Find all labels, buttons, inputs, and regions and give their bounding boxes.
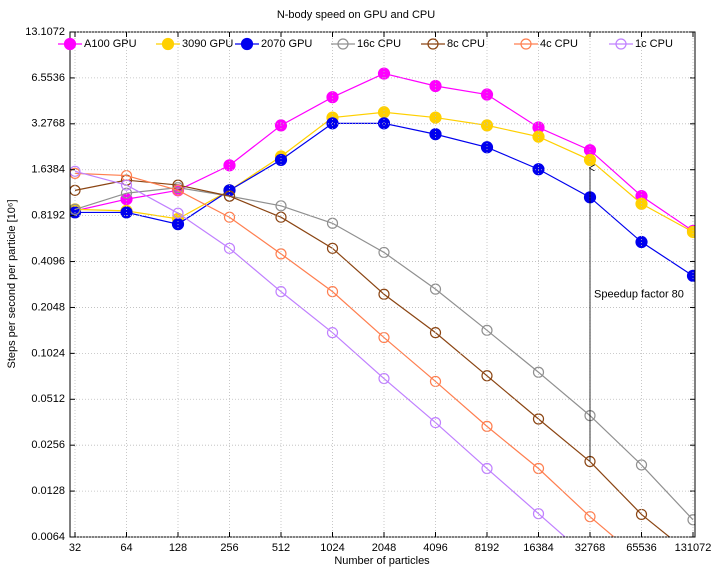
y-tick-label: 0.2048 xyxy=(31,301,65,313)
point xyxy=(326,327,339,339)
series-line xyxy=(74,111,694,233)
legend-marker xyxy=(161,37,175,51)
y-tick-label: 0.8192 xyxy=(31,210,65,222)
legend-marker xyxy=(240,37,254,51)
point xyxy=(532,163,545,176)
legend-marker xyxy=(337,38,349,50)
y-tick-label: 0.0256 xyxy=(31,439,65,451)
x-tick-label: 2048 xyxy=(372,542,396,554)
legend-label: 2070 GPU xyxy=(261,38,312,50)
point xyxy=(585,554,595,564)
point xyxy=(120,179,133,191)
chart-title: N-body speed on GPU and CPU xyxy=(277,9,435,21)
y-tick-label: 0.0128 xyxy=(31,485,65,497)
x-tick-label: 256 xyxy=(220,542,238,554)
x-tick-label: 65536 xyxy=(626,542,657,554)
x-tick-label: 32 xyxy=(69,542,81,554)
y-tick-label: 13.1072 xyxy=(25,26,65,38)
x-tick-label: 4096 xyxy=(423,542,447,554)
x-tick-label: 128 xyxy=(169,542,187,554)
point xyxy=(532,413,545,425)
point xyxy=(583,153,597,167)
y-axis-label: Steps per second per particle [10⁶] xyxy=(6,199,18,368)
y-tick-label: 6.5536 xyxy=(31,72,65,84)
point xyxy=(635,459,648,471)
x-tick-label: 512 xyxy=(272,542,290,554)
legend-label: 8c CPU xyxy=(447,38,485,50)
legend-label: 16c CPU xyxy=(357,38,401,50)
legend-marker xyxy=(63,37,77,51)
y-tick-label: 0.1024 xyxy=(31,347,65,359)
point xyxy=(70,203,81,216)
y-tick-label: 1.6384 xyxy=(31,164,65,176)
point xyxy=(429,417,442,429)
x-tick-label: 16384 xyxy=(523,542,554,554)
x-tick-label: 64 xyxy=(120,542,132,554)
point xyxy=(223,242,236,254)
legend-label: 4c CPU xyxy=(540,38,578,50)
point xyxy=(429,111,442,124)
point xyxy=(637,555,647,565)
point xyxy=(274,153,288,167)
x-tick-label: 8192 xyxy=(475,542,499,554)
y-tick-label: 0.0512 xyxy=(31,393,65,405)
point xyxy=(686,225,695,239)
point xyxy=(326,242,339,254)
legend-marker xyxy=(520,38,532,50)
y-tick-label: 3.2768 xyxy=(31,118,65,130)
x-tick-label: 1024 xyxy=(320,542,344,554)
x-tick-label: 131072 xyxy=(675,542,712,554)
y-tick-label: 0.0064 xyxy=(31,531,65,543)
point xyxy=(326,91,339,104)
point xyxy=(429,327,442,339)
series-line xyxy=(74,172,615,537)
legend-label: A100 GPU xyxy=(84,38,137,50)
x-tick-label: 32768 xyxy=(575,542,606,554)
legend-marker xyxy=(615,38,627,50)
y-tick-label: 0.4096 xyxy=(31,255,65,267)
legend-label: 3090 GPU xyxy=(182,38,233,50)
annotation: Speedup factor 80 xyxy=(594,289,684,301)
legend-label: 1c CPU xyxy=(635,38,673,50)
legend-marker xyxy=(427,38,439,50)
x-axis-label: Number of particles xyxy=(334,555,430,567)
